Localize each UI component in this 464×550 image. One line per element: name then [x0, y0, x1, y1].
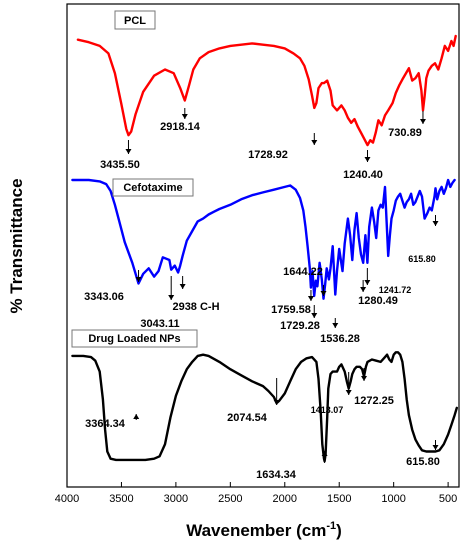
peak-label: 3364.34	[85, 418, 126, 430]
peak-arrow-head	[135, 277, 142, 282]
peak-label: 2074.54	[227, 412, 268, 424]
x-tick-label: 1000	[381, 493, 405, 505]
peak-arrow-head	[345, 390, 352, 395]
x-tick-label: 2500	[218, 493, 242, 505]
peak-arrow-head	[307, 296, 314, 301]
peak-arrow-head	[311, 313, 318, 318]
x-tick-label: 1500	[327, 493, 351, 505]
x-tick-label: 500	[439, 493, 457, 505]
legend-label-drug-loaded-nps: Drug Loaded NPs	[88, 333, 180, 345]
series-drug-loaded-nps: Drug Loaded NPs 3364.34 2074.54 1634.34 1413…	[71, 329, 458, 481]
peak-arrow-head	[125, 149, 132, 154]
peak-arrow-head	[321, 451, 328, 456]
peak-label: 2918.14	[160, 121, 201, 133]
series-pcl: PCL 3435.50 2918.14 1728.92 1240.40 730.89	[76, 10, 457, 181]
peak-arrow-head	[432, 221, 439, 226]
peak-label: 1644.22	[283, 266, 323, 278]
peak-label: 1634.34	[256, 469, 297, 481]
peak-label: 3043.11	[140, 318, 179, 330]
peak-arrow-head	[332, 323, 339, 328]
legend-box-pcl	[114, 10, 156, 30]
series-line-pcl	[76, 34, 457, 147]
x-axis-ticks: 4000 3500 3000 2500 2000 1500 1000 500	[55, 482, 457, 505]
legend-box-cefotaxime	[112, 178, 194, 197]
peak-label: 615.80	[406, 456, 440, 468]
peak-arrow-head	[179, 284, 186, 289]
axes: 4000 3500 3000 2500 2000 1500 1000 500 % Transm…	[7, 3, 460, 540]
peak-arrow-head	[168, 295, 175, 300]
peak-arrow-head	[311, 140, 318, 145]
legend-label-pcl: PCL	[124, 15, 146, 27]
peak-label: 3343.06	[84, 291, 124, 303]
x-tick-label: 3500	[109, 493, 133, 505]
peak-arrow-head	[361, 376, 368, 381]
peak-arrow-head	[364, 280, 371, 285]
peak-label: 1272.25	[354, 395, 394, 407]
peak-arrow-head	[360, 287, 367, 292]
series-line-drug-loaded-nps	[71, 351, 458, 463]
peak-label: 1728.92	[248, 149, 288, 161]
legend-box-drug-loaded-nps	[71, 329, 198, 348]
x-axis-title-close: )	[336, 521, 342, 540]
peak-arrow-head	[133, 414, 140, 419]
peak-arrow-head	[320, 291, 327, 296]
peak-label: 1241.72	[379, 285, 412, 295]
peak-label: 3435.50	[100, 159, 140, 171]
x-axis-title-superscript: -1	[326, 520, 336, 532]
x-tick-label: 2000	[273, 493, 297, 505]
y-axis-title: % Transmittance	[7, 178, 26, 313]
peak-arrow-head	[364, 157, 371, 162]
peak-arrow-head	[273, 400, 280, 405]
series-cefotaxime: Cefotaxime 3343.06 3043.11 2938 C-H 1759.58 1…	[71, 178, 456, 345]
peak-label: 1536.28	[320, 333, 360, 345]
peak-label: 1280.49	[358, 295, 398, 307]
spectra-bands: PCL 3435.50 2918.14 1728.92 1240.40 730.89 Cef…	[71, 10, 458, 481]
peak-label: 2938 C-H	[172, 301, 219, 313]
x-axis-title: Wavenember (cm-1)	[186, 520, 342, 540]
legend-label-cefotaxime: Cefotaxime	[123, 182, 182, 194]
peak-label: 1729.28	[280, 320, 320, 332]
peak-arrow-head	[419, 119, 426, 124]
x-axis-title-main: Wavenember (cm	[186, 521, 326, 540]
peak-label: 1759.58	[271, 304, 311, 316]
x-tick-label: 3000	[164, 493, 188, 505]
plot-frame	[66, 3, 460, 488]
peak-label: 1240.40	[343, 169, 383, 181]
peak-label: 1413.07	[311, 405, 344, 415]
peak-label: 730.89	[388, 127, 422, 139]
peak-arrow-head	[181, 114, 188, 119]
series-line-cefotaxime	[71, 178, 456, 300]
peak-label: 615.80	[408, 254, 436, 264]
peak-arrow-head	[432, 445, 439, 450]
x-tick-label: 4000	[55, 493, 79, 505]
